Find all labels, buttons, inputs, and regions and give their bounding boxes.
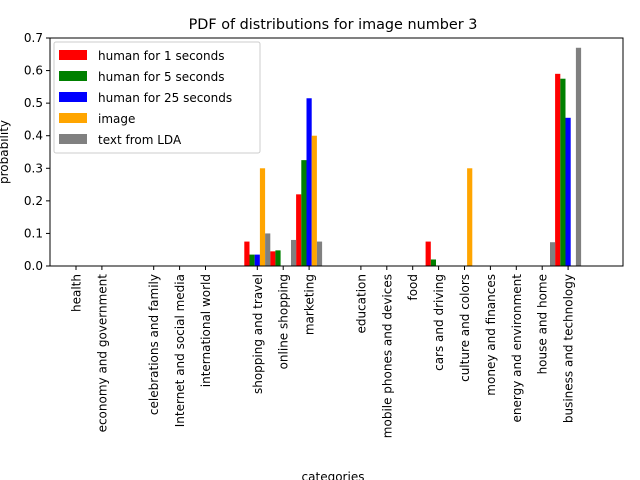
x-tick-label: Internet and social media — [173, 274, 187, 427]
legend-swatch — [59, 113, 87, 123]
y-tick-label: 0.0 — [24, 259, 43, 273]
plot-frame — [49, 37, 624, 267]
bar — [270, 251, 276, 266]
x-tick-label: money and finances — [484, 274, 498, 396]
x-tick-label: online shopping — [277, 274, 291, 369]
y-tick-label: 0.7 — [24, 31, 43, 45]
bars-layer — [244, 47, 582, 267]
legend-swatch — [59, 92, 87, 102]
x-tick-label: education — [354, 274, 368, 334]
bar — [301, 160, 307, 266]
y-tick-label: 0.5 — [24, 96, 43, 110]
bar — [575, 47, 582, 267]
y-tick-label: 0.1 — [24, 226, 43, 240]
x-ticks: health economy and government celebrations… — [70, 266, 576, 438]
legend-label: text from LDA — [98, 133, 182, 147]
x-tick-label: health — [70, 274, 84, 312]
bar — [430, 259, 436, 266]
legend-swatch — [59, 134, 87, 144]
legend-label: human for 5 seconds — [98, 70, 225, 84]
bar — [565, 117, 571, 266]
bar — [555, 73, 561, 266]
legend-label: human for 25 seconds — [98, 91, 232, 105]
bar — [249, 254, 255, 266]
bar — [306, 98, 312, 266]
bar — [291, 239, 297, 266]
x-tick-label: shopping and travel — [251, 274, 265, 394]
bar — [259, 168, 266, 266]
x-tick-label: culture and colors — [458, 274, 472, 382]
x-tick-label: celebrations and family — [147, 274, 161, 415]
legend-label: image — [98, 112, 135, 126]
bar — [296, 194, 302, 266]
y-tick-label: 0.2 — [24, 194, 43, 208]
bar — [265, 233, 271, 266]
x-tick-label: mobile phones and devices — [380, 274, 394, 438]
bar — [425, 241, 431, 266]
legend: human for 1 seconds human for 5 seconds hu… — [53, 41, 261, 154]
y-axis-label: probability — [0, 120, 11, 184]
x-tick-label: economy and government — [95, 274, 109, 433]
bar — [275, 250, 281, 266]
x-tick-label: food — [406, 274, 420, 301]
bar — [311, 135, 317, 266]
x-tick-label: marketing — [303, 274, 317, 335]
x-tick-label: business and technology — [562, 274, 576, 423]
bar — [550, 242, 556, 266]
legend-swatch — [59, 71, 87, 81]
x-tick-label: cars and driving — [432, 274, 446, 371]
x-tick-label: international world — [199, 274, 213, 387]
legend-label: human for 1 seconds — [98, 49, 225, 63]
y-tick-label: 0.6 — [24, 64, 43, 78]
chart-title: PDF of distributions for image number 3 — [189, 17, 478, 33]
bar — [316, 241, 323, 266]
bar — [467, 168, 473, 266]
bar — [560, 78, 566, 266]
y-tick-label: 0.3 — [24, 161, 43, 175]
bar — [244, 241, 250, 266]
y-tick-label: 0.4 — [24, 129, 43, 143]
x-tick-label: house and home — [536, 274, 550, 374]
legend-swatch — [59, 50, 87, 60]
bar — [254, 254, 260, 266]
x-tick-label: energy and environment — [510, 274, 524, 423]
x-axis-label: categories — [302, 470, 365, 480]
legend-box — [53, 41, 261, 154]
y-ticks: 0.0 0.1 0.2 0.3 0.4 0.5 0.6 0.7 — [24, 31, 50, 273]
